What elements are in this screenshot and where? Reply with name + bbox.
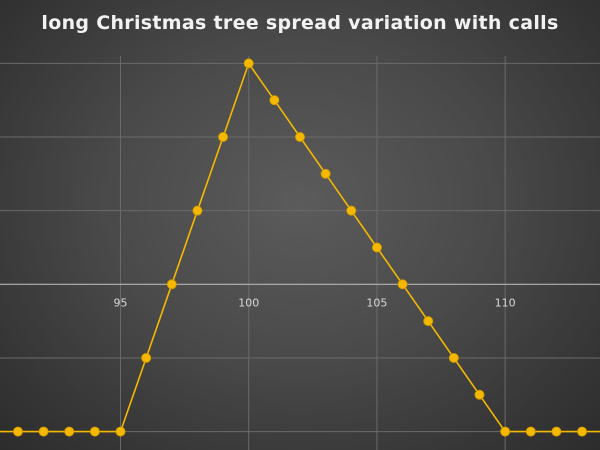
data-point [243, 58, 254, 69]
x-tick-label: 95 [114, 296, 128, 309]
data-point [500, 426, 511, 437]
data-point [371, 242, 382, 253]
x-tick-label: 110 [495, 296, 516, 309]
data-point [166, 279, 177, 290]
data-point [141, 352, 152, 363]
data-point [115, 426, 126, 437]
x-tick-label: 100 [238, 296, 259, 309]
data-point [320, 168, 331, 179]
data-point [551, 426, 562, 437]
data-point [294, 132, 305, 143]
x-tick-labels: 95 100 105 110 [114, 296, 516, 309]
chart-title: long Christmas tree spread variation wit… [41, 12, 559, 34]
data-point [397, 279, 408, 290]
data-point [525, 426, 536, 437]
data-point [448, 352, 459, 363]
data-point [12, 426, 23, 437]
data-point [577, 426, 588, 437]
data-point [218, 132, 229, 143]
gridlines [0, 56, 600, 450]
x-tick-label: 105 [366, 296, 387, 309]
data-point [38, 426, 49, 437]
data-point [89, 426, 100, 437]
series-line [0, 61, 600, 433]
series-layer [0, 58, 600, 437]
data-point [346, 205, 357, 216]
data-point [423, 316, 434, 327]
data-point [64, 426, 75, 437]
data-point [269, 95, 280, 106]
data-point [192, 205, 203, 216]
data-point [474, 389, 485, 400]
